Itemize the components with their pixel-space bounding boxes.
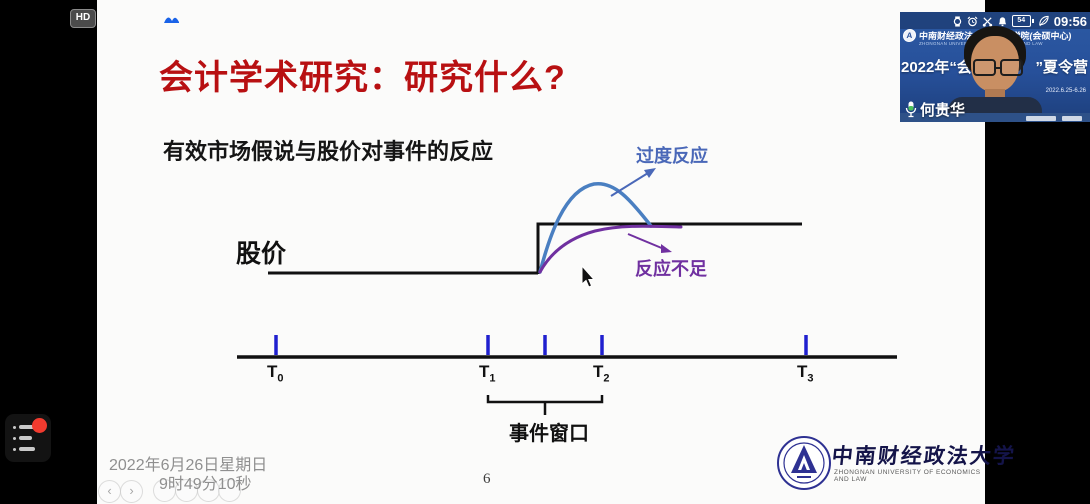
- university-emblem: [777, 436, 831, 490]
- event-window-brace: [486, 395, 604, 415]
- participant-name: 何贵华: [920, 102, 966, 119]
- participant-nametag: 何贵华: [905, 99, 965, 120]
- underreaction-arrow: [627, 233, 665, 250]
- microphone-icon: [905, 101, 917, 118]
- alarm-icon: [967, 15, 978, 26]
- list-bullet: [13, 447, 16, 451]
- overreaction-arrowhead: [644, 168, 656, 178]
- bell-icon: [998, 16, 1006, 26]
- underreaction-arrowhead: [661, 244, 672, 253]
- list-bullet: [13, 425, 16, 429]
- underreaction-label: 反应不足: [635, 259, 707, 279]
- timeline-label-t2: T2: [593, 362, 610, 385]
- battery-indicator: 54: [1011, 15, 1031, 27]
- list-line: [19, 447, 35, 451]
- battery-tip: [1031, 19, 1034, 23]
- mouse-cursor: [581, 264, 596, 288]
- camp-title-right: ”夏令营: [1035, 59, 1088, 76]
- diagram-canvas: [237, 168, 897, 415]
- overreaction-arrow: [610, 172, 649, 197]
- glasses-bridge: [996, 66, 1000, 69]
- timeline-label-t3: T3: [797, 362, 814, 385]
- underreaction-curve: [538, 224, 683, 274]
- next-slide-button[interactable]: ›: [120, 480, 143, 503]
- slide-title: 会计学术研究：研究什么?: [159, 59, 566, 97]
- overreaction-label: 过度反应: [636, 146, 708, 166]
- scissors-icon: [982, 16, 992, 27]
- slide-time: 9时49分10秒: [159, 476, 252, 493]
- camp-date: 2022.6.25-6.26: [1045, 88, 1086, 94]
- leaf-icon: [1039, 15, 1049, 27]
- list-line: [19, 425, 35, 429]
- overreaction-curve: [538, 182, 653, 274]
- university-name-en: ZHONGNAN UNIVERSITY OF ECONOMICS AND LAW: [834, 469, 981, 483]
- notification-dot: [32, 418, 47, 433]
- hd-badge: HD: [70, 9, 96, 28]
- prev-slide-button[interactable]: ‹: [98, 480, 121, 503]
- page-number: 6: [483, 471, 491, 487]
- list-line: [19, 436, 32, 440]
- slide-date: 2022年6月26日星期日: [109, 457, 268, 474]
- university-name-cn: 中南财经政法大学: [830, 445, 1018, 468]
- status-time: 09:56: [1053, 13, 1087, 29]
- watch-icon: [953, 15, 961, 27]
- glasses-lens: [973, 59, 996, 76]
- participant-video[interactable]: 54 09:56 A 中南财经政法大学 会计学院(会硕中心) ZHONGNAN …: [900, 12, 1090, 122]
- list-bullet: [13, 436, 16, 440]
- glasses: [973, 59, 1023, 76]
- timeline-label-t1: T1: [479, 362, 496, 385]
- price-line-after: [536, 222, 802, 274]
- paper: [1062, 116, 1082, 121]
- banner-school-logo: A: [902, 29, 917, 42]
- event-window-label: 事件窗口: [509, 423, 589, 445]
- glasses-lens: [1000, 59, 1023, 76]
- presentation-slide: 会计学术研究：研究什么? 有效市场假说与股价对事件的反应 股价 过度反应 反应不…: [97, 0, 1017, 504]
- player-control-dot[interactable]: [218, 479, 241, 502]
- participant-neck: [985, 89, 1005, 100]
- paper: [1026, 116, 1056, 121]
- slide-subtitle: 有效市场假说与股价对事件的反应: [163, 139, 494, 164]
- stock-price-label: 股价: [236, 240, 287, 268]
- desk-surface: [900, 113, 1090, 122]
- meeting-app-icon[interactable]: [162, 11, 184, 25]
- list-overlay-button[interactable]: [5, 414, 51, 462]
- timeline-label-t0: T0: [267, 362, 284, 385]
- timeline-ticks: [274, 335, 808, 355]
- phone-status-bar: 54 09:56: [900, 12, 1090, 29]
